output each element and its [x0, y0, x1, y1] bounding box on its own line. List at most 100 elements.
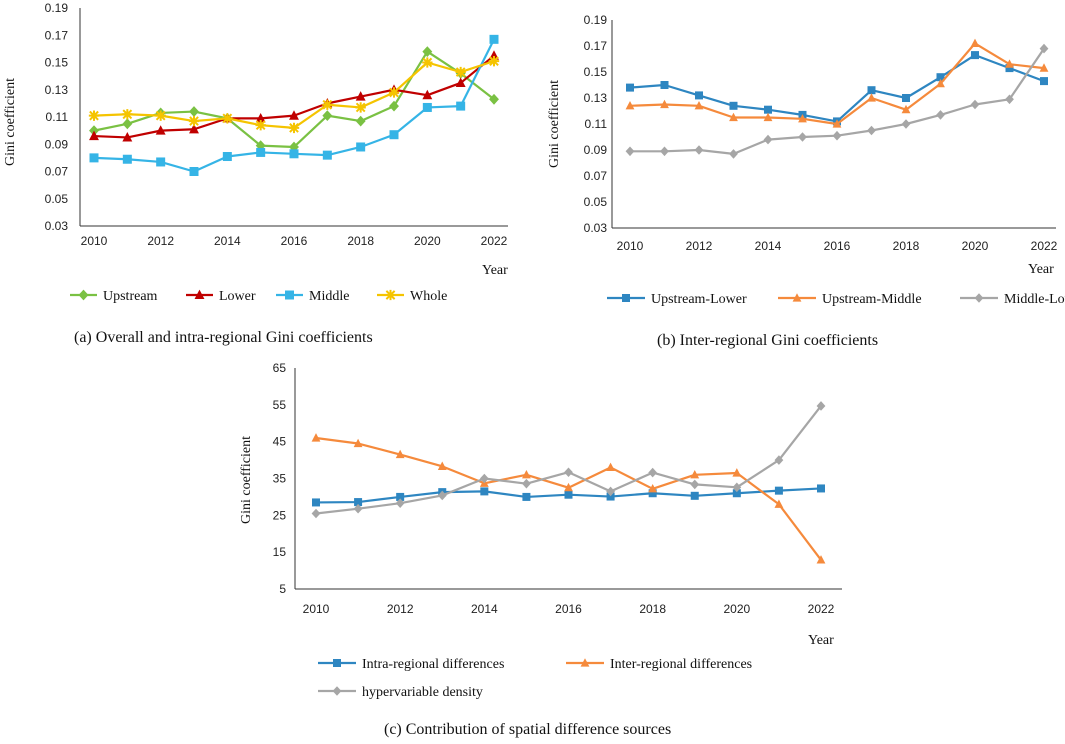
- legend-label: hypervariable density: [362, 685, 483, 700]
- chart-c-legend: Intra-regional differences Inter-regional…: [318, 657, 752, 700]
- chart-a-data-point: [422, 57, 433, 68]
- chart-a-data-point: [189, 167, 199, 176]
- chart-a-data-point: [255, 112, 266, 123]
- legend-marker: [385, 289, 396, 301]
- chart-a-data-point: [322, 99, 333, 110]
- chart-b-data-point: [832, 130, 842, 141]
- chart-b-data-point: [970, 38, 980, 47]
- chart-a-data-point: [455, 77, 466, 87]
- chart-c-data-point: [648, 489, 657, 498]
- chart-a-data-point: [289, 110, 299, 120]
- chart-b-data-point: [694, 101, 704, 110]
- chart-b-data-point: [763, 112, 773, 122]
- chart-c-data-point: [732, 482, 742, 493]
- chart-a-ytick: 0.13: [45, 83, 69, 97]
- chart-b-caption: (b) Inter-regional Gini coefficients: [657, 332, 878, 349]
- chart-a-data-point: [422, 89, 433, 100]
- chart-c-data-point: [522, 492, 531, 501]
- legend-marker: [332, 686, 342, 696]
- chart-c-data-point: [774, 455, 784, 465]
- chart-a-xtick: 2016: [281, 234, 308, 248]
- chart-c-data-point: [396, 492, 405, 501]
- chart-b-data-point: [660, 99, 669, 109]
- chart-a-data-point: [322, 110, 333, 122]
- chart-c-data-point: [564, 467, 573, 478]
- chart-b-data-point: [867, 125, 876, 136]
- chart-a-data-point: [155, 110, 166, 121]
- chart-a-data-point: [89, 153, 99, 163]
- chart-b-data-point: [660, 146, 669, 157]
- chart-c-data-point: [732, 489, 741, 498]
- chart-c-data-point: [522, 470, 531, 479]
- chart-c-ytick: 35: [273, 472, 287, 486]
- legend-label: Upstream-Middle: [822, 292, 922, 307]
- chart-c-ytick: 55: [273, 398, 287, 412]
- chart-c-data-point: [522, 478, 531, 489]
- chart-a-data-point: [122, 118, 133, 130]
- chart-a-data-point: [489, 93, 499, 105]
- chart-b-data-point: [867, 93, 876, 102]
- chart-c-data-point: [354, 498, 363, 507]
- legend-marker: [974, 293, 984, 303]
- chart-a-data-point: [122, 154, 132, 164]
- chart-a-xtick: 2018: [347, 234, 374, 248]
- legend-marker: [194, 289, 205, 300]
- chart-b-data-point: [901, 119, 911, 129]
- chart-a-data-point: [189, 123, 199, 134]
- legend-label: Middle-Lower: [1004, 292, 1065, 307]
- chart-b-data-point: [901, 104, 911, 114]
- chart-a-ytick: 0.07: [45, 165, 69, 179]
- chart-b-data-point: [694, 145, 704, 155]
- chart-c-data-point: [353, 503, 363, 514]
- chart-b-data-point: [625, 101, 635, 110]
- chart-c-data-point: [564, 482, 573, 492]
- chart-c-ytick: 65: [273, 361, 287, 375]
- chart-c-xtick: 2018: [639, 602, 666, 616]
- chart-c-data-point: [479, 473, 489, 484]
- chart-c-data-point: [606, 492, 615, 501]
- chart-b-ytick: 0.07: [584, 169, 608, 183]
- chart-a-xtick: 2010: [81, 234, 108, 248]
- chart-a-data-point: [155, 125, 166, 135]
- chart-b-data-point: [798, 114, 807, 123]
- chart-b-data-point: [867, 86, 876, 95]
- legend-label: Middle: [309, 289, 349, 304]
- chart-c-data-point: [690, 479, 700, 490]
- chart-a-data-point: [89, 125, 99, 137]
- chart-a-data-point: [322, 150, 332, 160]
- chart-c-ytick: 25: [273, 508, 287, 522]
- chart-c-xtick: 2022: [808, 602, 835, 616]
- chart-b-xtick: 2014: [755, 239, 782, 253]
- chart-a-xlabel: Year: [482, 263, 508, 278]
- chart-b-series-line-1: [629, 53, 1045, 123]
- chart-a-ylabel: Gini coefficient: [3, 78, 18, 166]
- chart-b-data-point: [729, 112, 738, 122]
- chart-a-data-point: [156, 157, 166, 167]
- chart-b-series-line-2: [629, 42, 1045, 126]
- chart-a-data-point: [355, 115, 366, 127]
- chart-b-data-point: [763, 134, 773, 145]
- chart-c-data-point: [311, 508, 321, 519]
- chart-c-xtick: 2010: [303, 602, 330, 616]
- chart-c-data-point: [774, 486, 783, 495]
- chart-c-data-point: [395, 449, 405, 459]
- chart-b-ytick: 0.13: [584, 91, 608, 105]
- chart-a-ytick: 0.05: [45, 192, 69, 206]
- chart-b-ytick: 0.17: [584, 39, 608, 53]
- chart-c-data-point: [312, 498, 320, 507]
- chart-c-data-point: [437, 490, 447, 501]
- chart-b-legend: Upstream-Lower Upstream-Middle Middle-Lowe…: [607, 292, 1065, 307]
- chart-c-ytick: 15: [273, 545, 287, 559]
- chart-b-data-point: [936, 110, 945, 120]
- chart-c-data-point: [774, 499, 784, 508]
- chart-a-data-point: [488, 55, 500, 67]
- chart-c-xtick: 2012: [387, 602, 414, 616]
- chart-b-data-point: [971, 51, 979, 60]
- chart-b-data-point: [625, 146, 635, 157]
- legend-label: Intra-regional differences: [362, 657, 504, 672]
- chart-a-data-point: [122, 109, 133, 120]
- chart-a-ytick: 0.09: [45, 137, 69, 151]
- chart-b-xtick: 2016: [824, 239, 851, 253]
- chart-a-data-point: [355, 91, 366, 101]
- chart-c-data-point: [395, 498, 405, 508]
